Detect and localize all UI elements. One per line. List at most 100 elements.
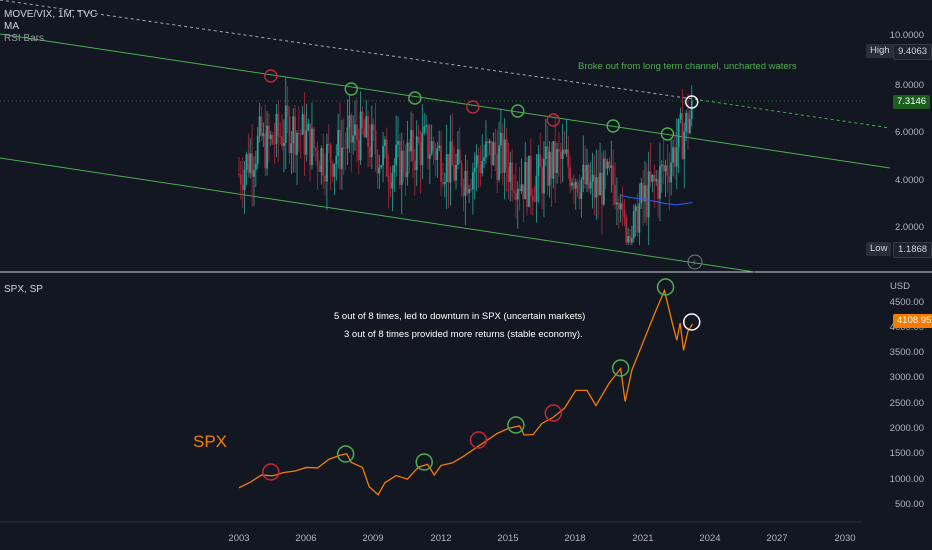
event-icon-glyph: ⚡ <box>691 259 697 269</box>
lower-symbol-title[interactable]: SPX, SP <box>4 284 43 295</box>
candle-body <box>683 131 686 160</box>
candle-body <box>359 111 362 161</box>
candle-body <box>370 124 373 158</box>
candle-body <box>412 130 414 161</box>
candle-body <box>340 147 343 170</box>
candle-body <box>372 124 375 131</box>
candle-body <box>456 149 459 165</box>
x-tick-2027: 2027 <box>766 533 788 544</box>
candle-body <box>593 174 596 198</box>
candle-body <box>393 165 396 173</box>
candle-body <box>479 164 482 174</box>
candle-body <box>391 172 394 189</box>
candle-body <box>498 145 500 180</box>
candle-body <box>599 172 601 196</box>
lower-y-tick-3: 3000.00 <box>889 372 924 383</box>
candle-body <box>442 182 444 185</box>
ma-indicator-label[interactable]: MA <box>4 21 19 32</box>
candle-body <box>447 154 450 183</box>
candle-body <box>548 151 551 186</box>
candle-body <box>642 182 644 202</box>
candle-body <box>586 164 588 185</box>
candle-body <box>483 157 485 161</box>
candle-body <box>492 142 495 166</box>
candle-body <box>451 141 454 166</box>
candle-body <box>423 126 426 133</box>
candle-body <box>632 211 635 239</box>
spx-annotation-line-2: 3 out of 8 times provided more returns (… <box>344 329 583 340</box>
candle-body <box>475 155 478 169</box>
candle-body <box>494 142 497 155</box>
spx-marked-point-circle <box>682 313 701 331</box>
candle-body <box>690 100 693 119</box>
candle-body <box>614 185 616 205</box>
candle-body <box>247 154 250 174</box>
candle-body <box>518 188 521 192</box>
candle-body <box>331 163 334 177</box>
candle-body <box>664 165 667 172</box>
candle-body <box>277 113 280 136</box>
candle-body <box>580 179 583 200</box>
candle-body <box>462 186 465 197</box>
candle-body <box>428 154 431 159</box>
candle-body <box>649 171 652 182</box>
upper-y-tick-4: 2.0000 <box>894 222 924 233</box>
lower-y-tick-4: 2500.00 <box>889 398 924 409</box>
candle-body <box>629 236 631 243</box>
candle-body <box>604 158 607 169</box>
candle-body <box>526 161 529 207</box>
candle-body <box>430 141 433 155</box>
candle-body <box>621 203 624 210</box>
x-tick-2030: 2030 <box>834 533 856 544</box>
candle-body <box>316 150 319 166</box>
candle-body <box>651 174 654 182</box>
symbol-title[interactable]: MOVE/VIX, 1M, TVC <box>4 9 98 20</box>
moving-average-line <box>620 194 693 206</box>
spx-marked-point-circle <box>611 359 630 377</box>
candle-body <box>507 167 510 182</box>
rsi-indicator-label[interactable]: RSI Bars <box>4 33 45 44</box>
candle-body <box>290 143 293 154</box>
candle-body <box>558 149 560 152</box>
candle-body <box>567 149 570 168</box>
spx-marked-point-circle <box>544 404 563 422</box>
x-tick-2012: 2012 <box>430 533 452 544</box>
candle-body <box>432 141 435 151</box>
candle-body <box>436 148 439 161</box>
candle-body <box>597 177 600 196</box>
candle-body <box>427 125 429 159</box>
candle-body <box>595 177 598 198</box>
candle-body <box>486 141 489 144</box>
candle-body <box>238 174 240 176</box>
candle-body <box>249 153 252 174</box>
candle-body <box>281 136 283 147</box>
candle-body <box>269 134 272 139</box>
spx-marked-point-circle <box>262 463 280 481</box>
candle-body <box>376 154 379 174</box>
lower-y-tick-7: 1000.00 <box>889 474 924 485</box>
candle-body <box>365 116 368 138</box>
candle-body <box>413 160 416 171</box>
candle-body <box>606 161 609 169</box>
lower-y-tick-6: 1500.00 <box>889 448 924 459</box>
candle-body <box>296 133 298 155</box>
candle-body <box>318 165 321 173</box>
candle-body <box>481 160 484 174</box>
candle-body <box>634 206 637 212</box>
candle-body <box>355 124 358 140</box>
candle-body <box>563 149 566 154</box>
candle-body <box>488 140 491 144</box>
candle-body <box>616 202 618 205</box>
x-tick-2009: 2009 <box>362 533 384 544</box>
candle-body <box>301 114 304 135</box>
candle-body <box>655 179 658 182</box>
candle-body <box>539 154 542 168</box>
candle-body <box>311 128 313 166</box>
candle-body <box>625 217 628 243</box>
candle-body <box>398 141 401 185</box>
candle-body <box>653 174 656 182</box>
candle-body <box>322 148 325 176</box>
candle-body <box>389 182 392 189</box>
candle-body <box>677 119 680 148</box>
